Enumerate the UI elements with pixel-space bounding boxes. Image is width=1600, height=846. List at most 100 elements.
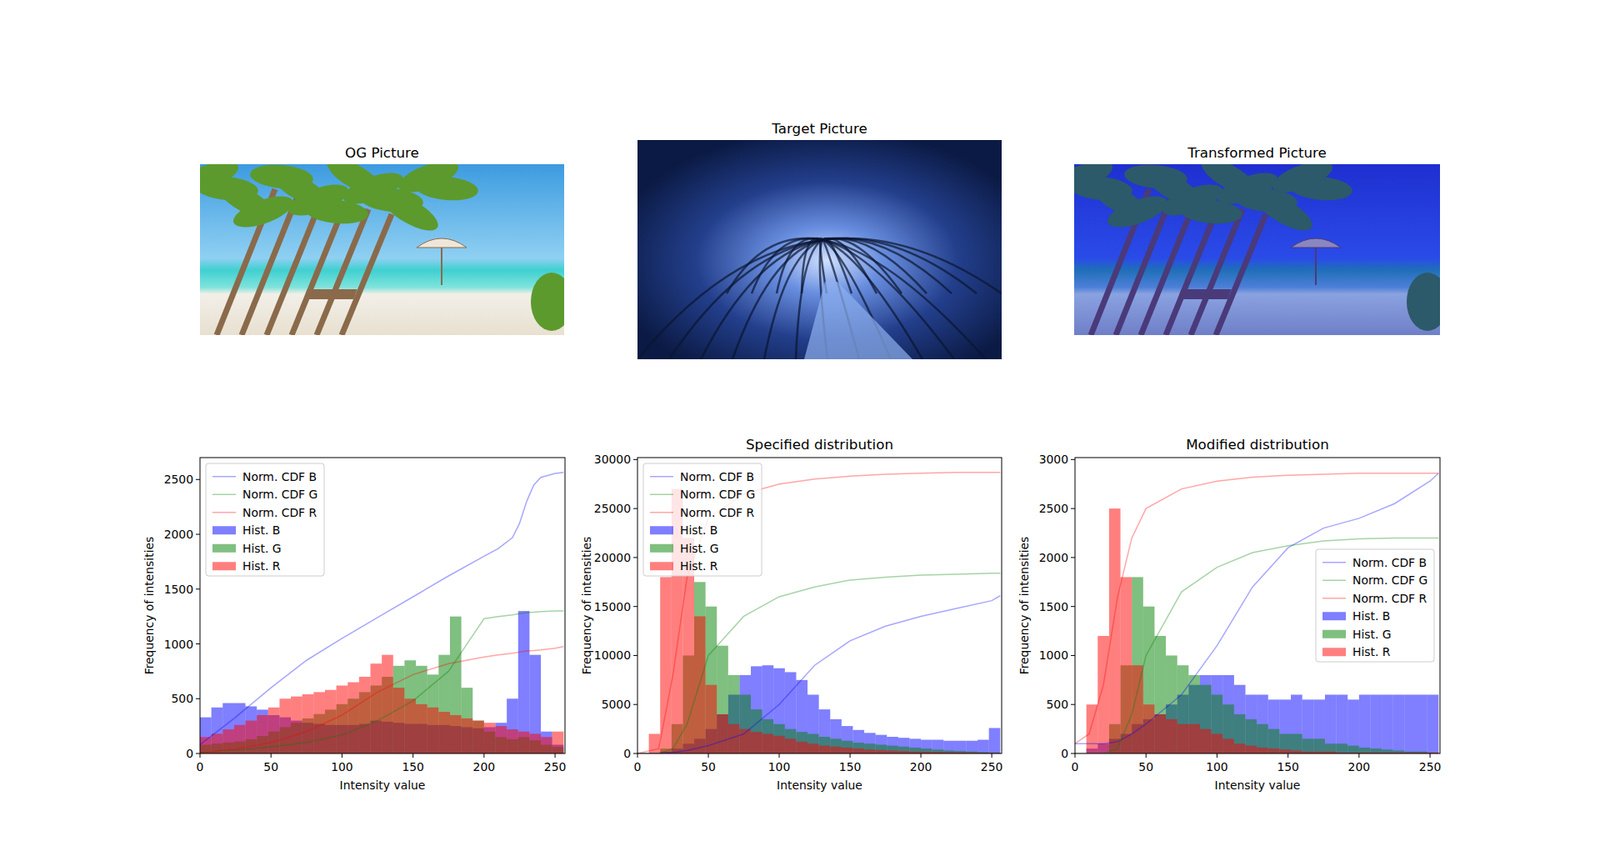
cdf-line — [637, 573, 1000, 754]
hist-bar — [965, 740, 978, 754]
hist-bar — [1222, 675, 1235, 754]
hist-bar — [750, 731, 763, 754]
hist-bar — [864, 743, 876, 754]
x-tick — [637, 753, 639, 758]
photo-pole — [1315, 247, 1317, 285]
hist-bar — [529, 655, 541, 754]
x-tick-label: 200 — [910, 760, 933, 774]
hist-bar — [1381, 694, 1394, 754]
image-title: Target Picture — [770, 120, 867, 137]
legend-label: Norm. CDF G — [1352, 573, 1428, 587]
hist-bar — [864, 732, 876, 754]
x-tick — [1216, 753, 1218, 758]
hist-bar — [461, 718, 474, 754]
hist-bar — [518, 731, 530, 754]
y-tick-label: 1500 — [164, 582, 194, 596]
hist-bar — [1211, 694, 1224, 754]
hist-bar — [1347, 699, 1360, 754]
y-axis-label: Frequency of intensities — [580, 536, 594, 675]
hist-bar — [1279, 733, 1291, 754]
x-tick — [341, 753, 343, 758]
y-tick-label: 25000 — [594, 501, 631, 515]
photo-sky — [637, 140, 1002, 360]
hist-bar — [200, 717, 212, 754]
hist-bar — [716, 645, 729, 754]
legend: Norm. CDF BNorm. CDF GNorm. CDF RHist. B… — [205, 463, 325, 576]
x-tick-label: 200 — [473, 760, 496, 774]
hist-bar — [739, 675, 751, 754]
hist-bar — [347, 682, 360, 754]
hist-bar — [1336, 743, 1349, 754]
x-tick-label: 100 — [330, 760, 354, 774]
cdf-line — [1075, 473, 1439, 744]
hist-bar — [1302, 699, 1315, 754]
x-tick-label: 250 — [1419, 760, 1442, 774]
hist-bar — [819, 709, 831, 754]
hist-bar — [875, 750, 888, 754]
hist-bar — [370, 663, 383, 754]
hist-bar — [750, 665, 763, 754]
y-tick — [1070, 753, 1075, 755]
legend-label: Norm. CDF R — [680, 505, 755, 520]
y-tick — [633, 704, 638, 705]
hist-bar — [943, 750, 955, 754]
hist-bar — [920, 740, 933, 754]
hist-bar — [920, 748, 933, 754]
hist-bar — [841, 747, 854, 754]
hist-bar — [1177, 724, 1190, 754]
hist-bar — [694, 581, 706, 754]
x-tick-label: 200 — [1348, 760, 1371, 774]
y-tick-label: 10000 — [594, 648, 631, 662]
photo-trunk — [1140, 199, 1196, 335]
x-tick-label: 0 — [1071, 760, 1080, 774]
hist-bar — [660, 576, 672, 754]
photo — [200, 164, 565, 335]
hist-bar — [955, 740, 967, 754]
hist-bar — [909, 738, 921, 754]
legend-line — [1322, 597, 1346, 600]
plot-area — [1075, 473, 1439, 754]
y-tick — [195, 534, 200, 535]
hist-bar — [313, 691, 325, 754]
x-tick — [412, 753, 414, 758]
axes-frame — [637, 457, 1002, 754]
x-tick — [270, 753, 272, 758]
photo-branch — [637, 238, 1002, 360]
legend-label: Hist. R — [680, 559, 719, 573]
y-tick — [195, 753, 200, 755]
hist-bar — [1245, 719, 1258, 754]
hist-bar — [785, 738, 797, 754]
hist-bar — [841, 740, 854, 754]
hist-bar — [1154, 635, 1166, 754]
hist-bar — [1200, 729, 1212, 754]
hist-bar — [716, 714, 729, 754]
x-tick-label: 50 — [700, 760, 716, 774]
x-tick-label: 150 — [401, 760, 425, 774]
y-tick-label: 5000 — [601, 697, 631, 711]
hist-bar — [438, 655, 450, 754]
hist-bar — [518, 610, 530, 754]
hist-bar — [762, 733, 775, 754]
y-tick-label: 2500 — [1039, 501, 1069, 515]
photo-trunk — [291, 204, 345, 335]
hist-bar — [1268, 748, 1280, 754]
hist-bar — [540, 731, 553, 754]
hist-bar — [484, 722, 496, 754]
hist-bar — [506, 698, 519, 754]
legend-box — [643, 463, 762, 576]
x-tick — [920, 753, 922, 758]
hist-bar — [1234, 714, 1246, 754]
y-tick — [633, 459, 638, 460]
hist-bar — [1211, 733, 1224, 754]
legend-label: Norm. CDF R — [242, 505, 318, 520]
y-tick-label: 500 — [1045, 697, 1069, 711]
hist-bar — [1290, 750, 1303, 754]
legend-label: Norm. CDF G — [680, 487, 755, 501]
hist-bar — [773, 724, 785, 754]
y-tick — [633, 655, 638, 656]
y-tick — [1070, 605, 1075, 607]
y-tick-label: 20000 — [594, 550, 631, 565]
hist-bar — [841, 725, 854, 754]
hist-bar — [1245, 694, 1258, 754]
hist-bar — [898, 737, 910, 754]
